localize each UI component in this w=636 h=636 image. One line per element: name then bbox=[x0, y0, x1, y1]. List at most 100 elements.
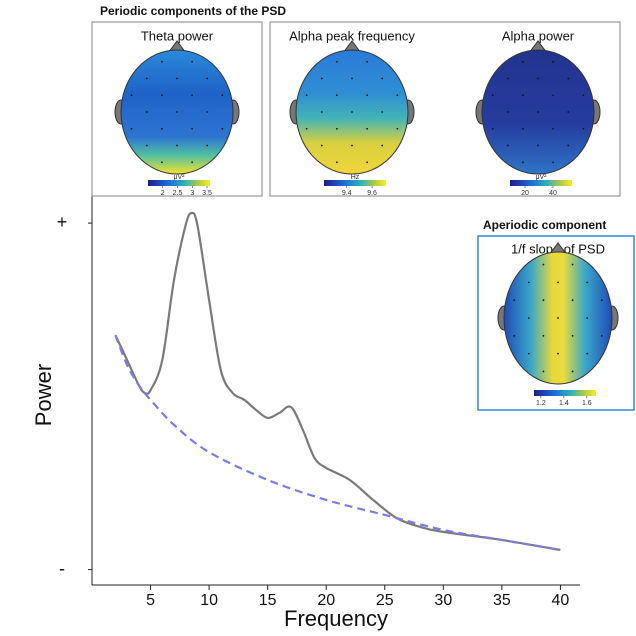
electrode bbox=[600, 334, 603, 337]
electrode bbox=[320, 77, 323, 80]
electrode bbox=[206, 144, 209, 147]
electrode bbox=[521, 60, 524, 63]
electrode bbox=[571, 263, 574, 266]
electrode bbox=[567, 111, 570, 113]
electrode bbox=[381, 77, 384, 80]
electrode bbox=[557, 281, 559, 284]
colorbar bbox=[510, 180, 572, 186]
electrode bbox=[521, 127, 524, 130]
x-axis-label: Frequency bbox=[284, 606, 388, 631]
electrode bbox=[160, 94, 163, 97]
colorbar-tick-label: 40 bbox=[549, 190, 557, 197]
electrode bbox=[366, 94, 369, 97]
electrode bbox=[552, 60, 555, 63]
electrode bbox=[557, 352, 559, 355]
electrode bbox=[206, 111, 209, 113]
electrode bbox=[381, 144, 384, 147]
electrode bbox=[527, 317, 530, 319]
electrode bbox=[513, 299, 516, 302]
colorbar-tick-label: 3 bbox=[190, 190, 194, 197]
electrode bbox=[506, 77, 509, 80]
electrode bbox=[145, 77, 148, 80]
x-tick-label: 20 bbox=[317, 592, 335, 609]
electrode bbox=[552, 161, 555, 164]
electrode bbox=[221, 127, 224, 130]
electrode bbox=[305, 127, 308, 130]
colorbar-tick-label: 9.6 bbox=[367, 190, 377, 197]
electrode bbox=[542, 299, 545, 302]
electrode bbox=[191, 94, 194, 97]
colorbar-unit: μV² bbox=[173, 174, 185, 181]
electrode bbox=[366, 161, 369, 164]
electrode bbox=[571, 370, 574, 373]
electrode bbox=[537, 111, 539, 113]
colorbar bbox=[148, 180, 210, 186]
y-tick-label: - bbox=[59, 558, 65, 578]
colorbar-tick-label: 3.5 bbox=[202, 190, 212, 197]
electrode bbox=[191, 127, 194, 130]
colorbar-tick-label: 2.5 bbox=[173, 190, 183, 197]
electrode bbox=[521, 161, 524, 164]
electrode bbox=[586, 281, 589, 284]
plot-area: Frequency Power 5 10 15 20 25 30 35 40 + - bbox=[31, 196, 580, 631]
electrode bbox=[366, 127, 369, 130]
x-tick-label: 30 bbox=[434, 592, 452, 609]
colorbar-unit: μV² bbox=[535, 174, 547, 181]
electrode bbox=[600, 299, 603, 302]
x-tick-label: 15 bbox=[259, 592, 277, 609]
colorbar-tick-label: 9.4 bbox=[342, 190, 352, 197]
map-title: Theta power bbox=[141, 28, 214, 43]
line bbox=[114, 211, 561, 552]
electrode bbox=[351, 111, 353, 113]
colorbar bbox=[534, 390, 596, 396]
electrode bbox=[176, 77, 178, 80]
electrode bbox=[335, 60, 338, 63]
group-title: Aperiodic component bbox=[483, 218, 606, 232]
electrode bbox=[176, 111, 178, 113]
group-title: Periodic components of the PSD bbox=[100, 4, 286, 18]
electrode bbox=[130, 127, 133, 130]
electrode bbox=[527, 352, 530, 355]
electrode bbox=[221, 94, 224, 97]
electrode bbox=[335, 127, 338, 130]
electrode bbox=[320, 111, 323, 113]
electrode bbox=[320, 144, 323, 147]
y-axis-label: Power bbox=[31, 364, 56, 426]
electrode bbox=[491, 94, 494, 97]
colorbar-tick-label: 2 bbox=[161, 190, 165, 197]
electrode bbox=[176, 144, 178, 147]
topomaps: Theta power μV² 2 2.5 3 3.5 Alpha peak frequen… bbox=[114, 28, 619, 407]
electrode bbox=[571, 299, 574, 302]
electrode bbox=[586, 317, 589, 319]
electrode bbox=[552, 127, 555, 130]
electrode bbox=[542, 334, 545, 337]
electrode bbox=[160, 127, 163, 130]
electrode bbox=[191, 161, 194, 164]
electrode bbox=[366, 60, 369, 63]
electrode bbox=[160, 60, 163, 63]
colorbar-tick-label: 1.2 bbox=[536, 400, 546, 407]
colorbar-tick-label: 1.6 bbox=[582, 400, 592, 407]
electrode bbox=[491, 127, 494, 130]
electrode bbox=[513, 334, 516, 337]
electrode bbox=[506, 111, 509, 113]
electrode bbox=[160, 161, 163, 164]
colorbar bbox=[324, 180, 386, 186]
line bbox=[114, 334, 561, 552]
electrode bbox=[351, 77, 353, 80]
electrode bbox=[381, 111, 384, 113]
x-tick-label: 40 bbox=[552, 592, 570, 609]
y-tick-label: + bbox=[57, 212, 68, 232]
x-tick-label: 10 bbox=[200, 592, 218, 609]
electrode bbox=[191, 60, 194, 63]
electrode bbox=[506, 144, 509, 147]
x-tick-label: 35 bbox=[493, 592, 511, 609]
electrode bbox=[567, 77, 570, 80]
colorbar-tick-label: 20 bbox=[521, 190, 529, 197]
x-tick-label: 25 bbox=[376, 592, 394, 609]
x-tick-label: 5 bbox=[146, 592, 155, 609]
electrode bbox=[206, 77, 209, 80]
electrode bbox=[145, 111, 148, 113]
electrode bbox=[542, 370, 545, 373]
